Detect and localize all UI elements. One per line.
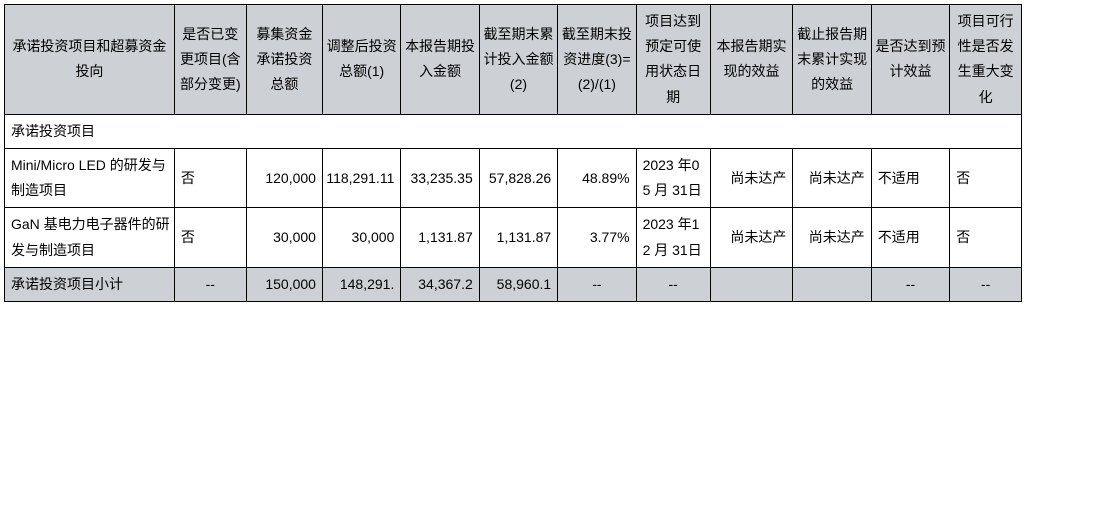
feasibility-cell: 否 [950, 208, 1022, 267]
project-name: GaN 基电力电子器件的研发与制造项目 [5, 208, 175, 267]
committed-cell: 120,000 [246, 148, 322, 207]
subtotal-feasibility: -- [950, 267, 1022, 301]
changed-cell: 否 [174, 208, 246, 267]
col-header: 承诺投资项目和超募资金投向 [5, 5, 175, 115]
progress-cell: 3.77% [558, 208, 636, 267]
committed-cell: 30,000 [246, 208, 322, 267]
expected-cell: 不适用 [871, 148, 949, 207]
col-header: 调整后投资总额(1) [322, 5, 400, 115]
subtotal-period-benefit [710, 267, 793, 301]
col-header: 截至期末累计投入金额(2) [479, 5, 557, 115]
period-input-cell: 1,131.87 [401, 208, 479, 267]
subtotal-period-input: 34,367.2 [401, 267, 479, 301]
adjusted-cell: 118,291.11 [322, 148, 400, 207]
cumulative-benefit-cell: 尚未达产 [793, 148, 871, 207]
subtotal-row: 承诺投资项目小计 -- 150,000 148,291. 34,367.2 58… [5, 267, 1094, 301]
cumulative-benefit-cell: 尚未达产 [793, 208, 871, 267]
cumulative-cell: 57,828.26 [479, 148, 557, 207]
period-benefit-cell: 尚未达产 [710, 148, 793, 207]
ready-date-cell: 2023 年12 月 31日 [636, 208, 710, 267]
section-label: 承诺投资项目 [5, 114, 1022, 148]
col-header: 截至期末投资进度(3)=(2)/(1) [558, 5, 636, 115]
col-header: 项目达到预定可使用状态日期 [636, 5, 710, 115]
col-header: 截止报告期末累计实现的效益 [793, 5, 871, 115]
col-header: 募集资金承诺投资总额 [246, 5, 322, 115]
subtotal-expected: -- [871, 267, 949, 301]
section-header-row: 承诺投资项目 [5, 114, 1094, 148]
subtotal-label: 承诺投资项目小计 [5, 267, 175, 301]
table-row: GaN 基电力电子器件的研发与制造项目 否 30,000 30,000 1,13… [5, 208, 1094, 267]
investment-table: 承诺投资项目和超募资金投向 是否已变更项目(含部分变更) 募集资金承诺投资总额 … [4, 4, 1094, 302]
subtotal-progress: -- [558, 267, 636, 301]
period-input-cell: 33,235.35 [401, 148, 479, 207]
project-name: Mini/Micro LED 的研发与制造项目 [5, 148, 175, 207]
subtotal-committed: 150,000 [246, 267, 322, 301]
progress-cell: 48.89% [558, 148, 636, 207]
adjusted-cell: 30,000 [322, 208, 400, 267]
table-row: Mini/Micro LED 的研发与制造项目 否 120,000 118,29… [5, 148, 1094, 207]
col-header: 是否达到预计效益 [871, 5, 949, 115]
period-benefit-cell: 尚未达产 [710, 208, 793, 267]
changed-cell: 否 [174, 148, 246, 207]
ready-date-cell: 2023 年05 月 31日 [636, 148, 710, 207]
col-header: 本报告期实现的效益 [710, 5, 793, 115]
subtotal-cumulative: 58,960.1 [479, 267, 557, 301]
feasibility-cell: 否 [950, 148, 1022, 207]
subtotal-adjusted: 148,291. [322, 267, 400, 301]
subtotal-ready-date: -- [636, 267, 710, 301]
col-header: 是否已变更项目(含部分变更) [174, 5, 246, 115]
col-header: 本报告期投入金额 [401, 5, 479, 115]
subtotal-changed: -- [174, 267, 246, 301]
subtotal-cumulative-benefit [793, 267, 871, 301]
cumulative-cell: 1,131.87 [479, 208, 557, 267]
col-header: 项目可行性是否发生重大变化 [950, 5, 1022, 115]
table-header-row: 承诺投资项目和超募资金投向 是否已变更项目(含部分变更) 募集资金承诺投资总额 … [5, 5, 1094, 115]
expected-cell: 不适用 [871, 208, 949, 267]
